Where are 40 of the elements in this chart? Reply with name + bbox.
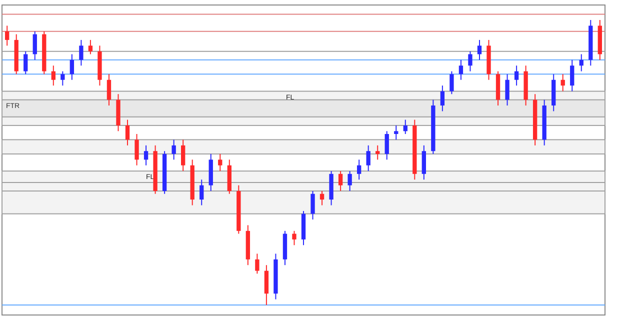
candlestick [514,65,519,86]
candlestick [477,39,482,60]
candlestick [458,59,464,80]
candlestick [60,70,65,86]
candlestick [88,39,93,55]
candlestick [579,54,584,72]
candlestick [264,264,269,306]
candlestick [450,70,454,95]
candlestick [403,119,408,134]
candlestick [376,144,380,160]
candlestick [570,59,574,92]
candlestick [79,39,84,66]
candlestick [32,30,37,60]
candlestick [560,74,565,92]
candlestick [338,170,343,192]
candlestick [51,65,56,86]
candlestick [320,190,324,206]
candlestick [468,50,472,72]
candlestick [356,159,362,180]
candlestick [292,230,296,246]
candlestick [310,190,315,220]
candlestick [5,25,10,46]
candlestick [440,85,445,112]
candlestick [200,179,204,206]
candlestick [144,144,148,166]
candlestick [24,50,28,75]
candlestick [134,134,139,166]
candlestick [384,130,389,160]
candlestick [394,124,398,140]
candlestick [505,74,510,106]
candlestick [181,139,186,172]
candlestick [70,54,74,80]
candlestick [125,119,130,146]
candlestick [255,253,260,274]
candlestick [366,144,370,172]
candlestick [106,74,112,106]
candlestick [218,153,222,172]
candlestick [172,139,176,160]
candlestick [348,170,352,192]
candlestick [422,144,426,180]
